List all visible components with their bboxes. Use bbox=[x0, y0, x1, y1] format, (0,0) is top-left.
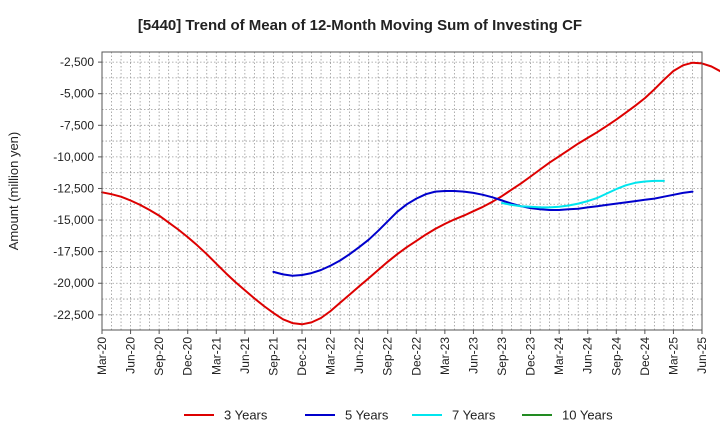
x-tick-label: Dec-22 bbox=[409, 337, 423, 376]
x-tick-label: Mar-24 bbox=[552, 337, 566, 375]
y-tick-label: -15,000 bbox=[53, 213, 94, 227]
y-tick-label: -20,000 bbox=[53, 276, 94, 290]
series-lines bbox=[101, 61, 720, 326]
legend-label-10-years: 10 Years bbox=[562, 408, 613, 423]
plot-area bbox=[102, 52, 702, 330]
x-tick-label: Dec-24 bbox=[638, 337, 652, 376]
x-tick-label: Jun-21 bbox=[238, 337, 252, 374]
x-tick-label: Mar-20 bbox=[95, 337, 109, 375]
plot-frame bbox=[101, 51, 703, 331]
x-tick-label: Mar-22 bbox=[324, 337, 338, 375]
series-line-7-years bbox=[501, 179, 665, 209]
y-tick-label: -22,500 bbox=[53, 308, 94, 322]
y-tick-label: -12,500 bbox=[53, 181, 94, 195]
x-tick-label: Jun-25 bbox=[695, 337, 709, 374]
legend: 3 Years 5 Years 7 Years 10 Years bbox=[184, 408, 613, 423]
x-tick-label: Mar-23 bbox=[438, 337, 452, 375]
y-axis-ticks: -2,500 -5,000 -7,500 -10,000 -12,500 -15,000 -… bbox=[53, 55, 102, 322]
x-tick-label: Dec-23 bbox=[524, 337, 538, 376]
y-tick-label: -5,000 bbox=[60, 87, 94, 101]
series-line-3-years bbox=[101, 61, 720, 326]
x-tick-label: Mar-21 bbox=[209, 337, 223, 375]
x-tick-label: Mar-25 bbox=[666, 337, 680, 375]
legend-label-5-years: 5 Years bbox=[345, 408, 389, 423]
x-tick-label: Sep-24 bbox=[609, 337, 623, 376]
x-tick-label: Sep-21 bbox=[266, 337, 280, 376]
x-tick-label: Dec-20 bbox=[181, 337, 195, 376]
legend-label-3-years: 3 Years bbox=[224, 408, 268, 423]
x-tick-label: Sep-22 bbox=[381, 337, 395, 376]
x-tick-label: Jun-22 bbox=[352, 337, 366, 374]
x-tick-label: Jun-24 bbox=[581, 337, 595, 374]
x-tick-label: Dec-21 bbox=[295, 337, 309, 376]
chart-title: [5440] Trend of Mean of 12-Month Moving … bbox=[138, 17, 582, 34]
grid-lines bbox=[102, 52, 702, 330]
y-tick-label: -2,500 bbox=[60, 55, 94, 69]
y-axis-title: Amount (million yen) bbox=[6, 132, 21, 251]
x-tick-label: Jun-20 bbox=[124, 337, 138, 374]
series-line-5-years bbox=[272, 190, 694, 277]
y-tick-label: -10,000 bbox=[53, 150, 94, 164]
x-tick-label: Sep-20 bbox=[152, 337, 166, 376]
y-tick-label: -17,500 bbox=[53, 245, 94, 259]
legend-label-7-years: 7 Years bbox=[452, 408, 496, 423]
x-tick-label: Jun-23 bbox=[466, 337, 480, 374]
x-axis-ticks: Mar-20 Jun-20 Sep-20 Dec-20 Mar-21 Jun-21 Sep-… bbox=[95, 330, 709, 376]
x-tick-label: Sep-23 bbox=[495, 337, 509, 376]
y-tick-label: -7,500 bbox=[60, 118, 94, 132]
